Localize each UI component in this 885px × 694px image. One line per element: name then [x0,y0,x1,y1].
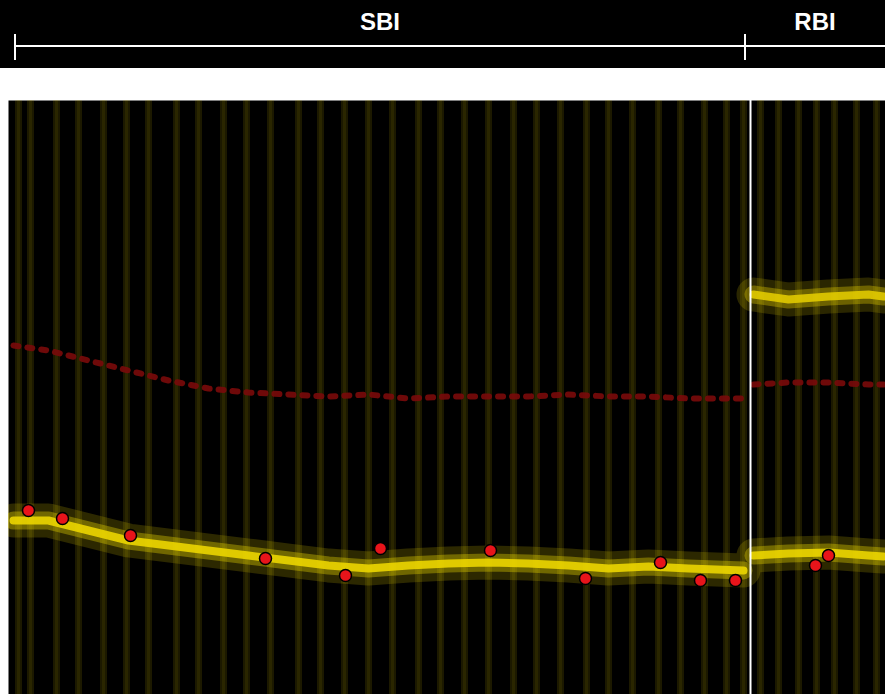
svg-text:RBI: RBI [794,8,835,35]
svg-text:SBI: SBI [360,8,400,35]
